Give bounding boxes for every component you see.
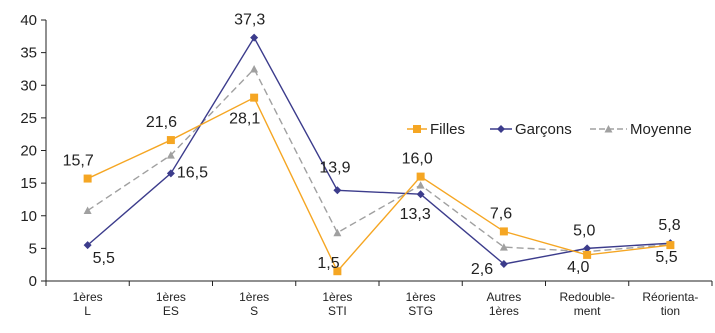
- legend-item-filles: Filles: [407, 121, 465, 138]
- data-label: 16,0: [402, 151, 433, 168]
- axes: [45, 20, 712, 282]
- series-line: [87, 96, 671, 273]
- data-point: [166, 136, 175, 145]
- series-group: [83, 33, 675, 276]
- x-axis-ticks: 1èresL1èresES1èresS1èresSTI1èresSTGAutre…: [45, 281, 713, 318]
- legend-marker: [604, 125, 613, 133]
- data-point: [333, 267, 342, 276]
- data-point: [333, 186, 342, 195]
- data-label: 7,6: [490, 205, 512, 222]
- x-category-label: L: [84, 304, 91, 318]
- data-label: 37,3: [234, 12, 265, 29]
- x-category-label: Redouble-: [559, 290, 614, 304]
- data-point: [416, 172, 425, 181]
- y-tick-label: 40: [20, 12, 37, 29]
- data-label: 28,1: [229, 111, 260, 128]
- legend-marker: [413, 125, 421, 133]
- data-label: 13,9: [319, 159, 350, 176]
- x-category-label: ment: [574, 304, 601, 318]
- y-tick-label: 15: [20, 175, 37, 192]
- legend-item-garçons: Garçons: [490, 121, 572, 138]
- x-category-label: STI: [328, 304, 347, 318]
- legend-marker: [497, 125, 505, 133]
- data-label: 4,0: [567, 259, 589, 276]
- data-label: 5,5: [93, 250, 115, 267]
- y-tick-label: 5: [29, 240, 37, 257]
- data-point: [166, 151, 175, 159]
- data-point: [83, 206, 92, 215]
- data-point: [499, 260, 508, 269]
- x-category-label: 1ères: [406, 290, 436, 304]
- data-labels: 15,7 21,6 28,1 1,5 16,0 7,6 4,0 5,5 5,5 16,5 37,3 1…: [63, 12, 681, 278]
- data-point: [666, 241, 675, 250]
- x-category-label: Réorienta-: [642, 290, 698, 304]
- data-label: 13,3: [400, 206, 431, 223]
- data-point: [250, 64, 259, 73]
- data-label: 5,0: [573, 222, 595, 239]
- data-label: 5,5: [655, 249, 677, 266]
- data-point: [83, 241, 92, 250]
- data-label: 5,8: [658, 217, 680, 234]
- legend-item-moyenne: Moyenne: [590, 121, 692, 138]
- x-category-label: 1ères: [489, 304, 519, 318]
- data-point: [499, 227, 508, 236]
- data-point: [416, 190, 425, 199]
- x-category-label: 1ères: [73, 290, 103, 304]
- legend-label: Moyenne: [630, 121, 692, 138]
- data-label: 16,5: [177, 164, 208, 181]
- y-tick-label: 35: [20, 45, 37, 62]
- x-category-label: ES: [163, 304, 179, 318]
- data-point: [83, 174, 92, 183]
- legend-label: Filles: [430, 121, 465, 138]
- legend-label: Garçons: [515, 121, 572, 138]
- data-point: [250, 33, 259, 42]
- y-axis-ticks: 0 5 10 15 20 25 30 35 40: [20, 12, 46, 290]
- data-label: 21,6: [146, 114, 177, 131]
- x-category-label: tion: [661, 304, 680, 318]
- data-label: 1,5: [317, 255, 339, 272]
- x-category-label: 1ères: [239, 290, 269, 304]
- data-point: [250, 93, 259, 102]
- y-tick-label: 25: [20, 110, 37, 127]
- x-category-label: STG: [408, 304, 433, 318]
- y-tick-label: 0: [29, 273, 37, 290]
- y-tick-label: 10: [20, 208, 37, 225]
- data-point: [166, 169, 175, 178]
- legend: Filles Garçons Moyenne: [407, 121, 692, 138]
- data-point: [333, 228, 342, 237]
- x-category-label: S: [250, 304, 258, 318]
- y-tick-label: 30: [20, 77, 37, 94]
- x-category-label: 1ères: [156, 290, 186, 304]
- data-point: [583, 244, 592, 253]
- data-point: [499, 243, 508, 251]
- data-point: [583, 250, 592, 259]
- data-point: [416, 181, 425, 189]
- y-tick-label: 20: [20, 143, 37, 160]
- x-category-label: Autres: [487, 290, 522, 304]
- x-category-label: 1ères: [322, 290, 352, 304]
- data-label: 15,7: [63, 153, 94, 170]
- series-filles: [83, 93, 675, 276]
- data-label: 2,6: [471, 261, 493, 278]
